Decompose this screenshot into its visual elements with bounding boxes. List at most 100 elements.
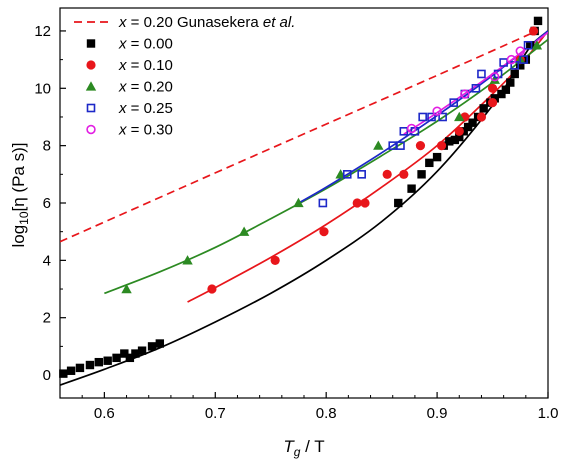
data-point: [454, 111, 465, 122]
series-3-markers: [121, 40, 543, 294]
data-point: [103, 356, 112, 365]
legend-marker: [86, 103, 96, 113]
legend-entry: x = 0.10: [86, 57, 173, 74]
legend-ref: Gunasekera: [177, 14, 263, 31]
legend-var: x: [118, 57, 127, 74]
legend-marker: [86, 124, 96, 135]
data-point: [207, 284, 217, 294]
legend-marker: [85, 81, 97, 91]
legend-entry: x = 0.00: [86, 36, 173, 53]
data-point: [120, 349, 129, 358]
legend-var: x: [118, 79, 127, 96]
y-tick-label: 12: [34, 23, 51, 40]
x-axis-label: Tg / T: [283, 437, 324, 459]
data-point: [450, 135, 460, 145]
data-point: [463, 122, 473, 132]
data-point: [432, 152, 442, 162]
series-4-markers: [318, 40, 533, 208]
data-point: [471, 83, 481, 93]
y-tick-label: 6: [43, 195, 51, 212]
data-point: [112, 353, 121, 363]
data-point: [521, 55, 531, 64]
data-point: [66, 366, 76, 375]
data-point: [94, 357, 104, 367]
data-point: [373, 140, 384, 150]
legend-label: x = 0.25: [118, 100, 173, 117]
data-point: [238, 226, 250, 236]
data-point: [526, 41, 535, 50]
x-tick-label: 0.8: [316, 405, 337, 422]
data-point: [516, 61, 525, 70]
data-point: [506, 78, 515, 87]
x-axis-label-rest: / T: [300, 437, 324, 456]
legend-label: x = 0.10: [118, 57, 173, 74]
reference-dashed-line: [60, 30, 538, 243]
data-point: [455, 132, 464, 142]
data-point: [394, 198, 403, 208]
data-point: [85, 360, 95, 370]
legend-marker: [86, 39, 96, 48]
fit-curve-10: [403, 31, 548, 135]
y-tick-label: 2: [43, 310, 51, 327]
data-point: [487, 83, 498, 93]
legend-value: = 0.20: [127, 79, 173, 96]
data-point: [460, 89, 470, 99]
data-point: [418, 112, 427, 122]
legend-marker: [86, 60, 96, 70]
data-point: [342, 170, 352, 179]
data-point: [182, 255, 193, 265]
data-point: [125, 353, 135, 363]
y-tick-label: 10: [34, 80, 51, 97]
legend-entry: x = 0.30: [86, 122, 173, 139]
data-point: [490, 72, 500, 82]
x-axis-label-base: T: [283, 437, 295, 456]
data-point: [417, 170, 426, 179]
data-point: [406, 123, 417, 134]
data-point: [399, 169, 409, 179]
x-tick-label: 0.6: [94, 405, 115, 422]
data-point: [531, 40, 543, 50]
legend-label: x = 0.20 Gunasekera et al.: [118, 14, 295, 31]
legend-label: x = 0.20: [118, 79, 173, 96]
data-point: [357, 170, 366, 179]
fit-curve-8: [104, 38, 548, 295]
data-point: [523, 40, 533, 50]
data-point: [131, 349, 140, 358]
legend-etal: et al.: [263, 14, 296, 31]
data-point: [147, 342, 157, 351]
x-tick-label: 0.7: [205, 405, 226, 422]
legend-entry: x = 0.20 Gunasekera et al.: [74, 14, 295, 31]
data-point: [432, 106, 442, 116]
data-point: [477, 69, 486, 79]
data-point: [436, 141, 447, 151]
data-point: [468, 118, 477, 127]
data-point: [121, 283, 132, 294]
data-point: [497, 89, 506, 99]
data-point: [399, 127, 409, 136]
data-point: [415, 141, 426, 151]
data-point: [59, 369, 68, 378]
data-point: [427, 112, 436, 122]
x-axis-label-sub: g: [294, 445, 301, 459]
data-point: [319, 227, 329, 237]
data-point: [515, 46, 525, 56]
legend-label: x = 0.30: [118, 122, 173, 139]
data-point: [270, 255, 280, 265]
legend-entry: x = 0.20: [85, 79, 173, 96]
data-point: [476, 112, 487, 122]
axis-ticks: 0.6 0.7 0.8 0.9 1.0 0 2 4 6 8 10 12: [34, 23, 558, 422]
data-point: [449, 98, 459, 107]
data-point: [293, 197, 304, 208]
data-point: [137, 346, 147, 355]
x-tick-label: 0.9: [427, 405, 448, 422]
data-point: [489, 74, 500, 84]
y-axis-label: log10[η (Pa s)]: [9, 142, 31, 247]
legend-var: x: [118, 122, 127, 139]
y-axis-label-post: [η (Pa s)]: [9, 142, 28, 211]
data-point: [501, 85, 511, 94]
x-tick-label: 1.0: [538, 405, 559, 422]
legend-var: x: [118, 100, 127, 117]
data-point: [454, 126, 464, 136]
legend-value: = 0.30: [127, 122, 173, 139]
